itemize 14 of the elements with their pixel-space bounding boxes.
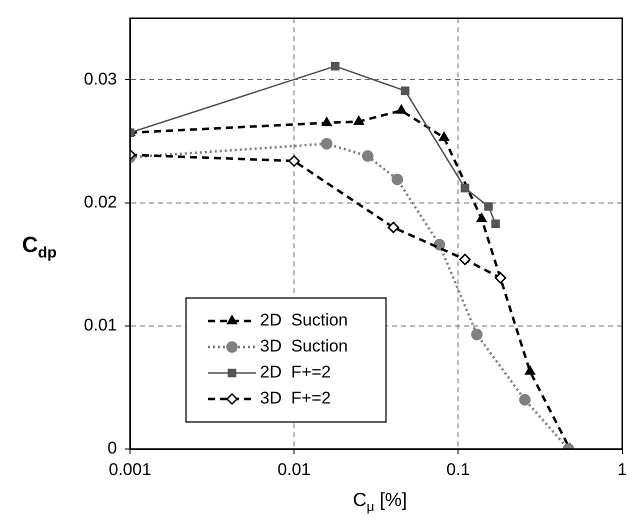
y-tick-label: 0.02 (84, 192, 117, 212)
x-tick-label: 0.01 (278, 460, 311, 479)
y-tick-label: 0 (108, 438, 117, 458)
legend-label: 2D Suction (260, 310, 348, 330)
x-tick-label: 0.1 (446, 460, 470, 479)
x-tick-label: 1 (618, 460, 628, 479)
legend-label: 2D F+=2 (260, 362, 331, 382)
y-tick-label: 0.01 (84, 316, 117, 335)
y-tick-label: 0.03 (84, 69, 117, 88)
legend-label: 3D F+=2 (260, 388, 331, 408)
y-axis-title: C$_{dp}$ (22, 232, 57, 262)
x-axis-title: C$_{μ}$ [%] (352, 490, 408, 514)
x-tick-label: 0.001 (108, 460, 152, 479)
legend-label: 3D Suction (260, 336, 348, 356)
